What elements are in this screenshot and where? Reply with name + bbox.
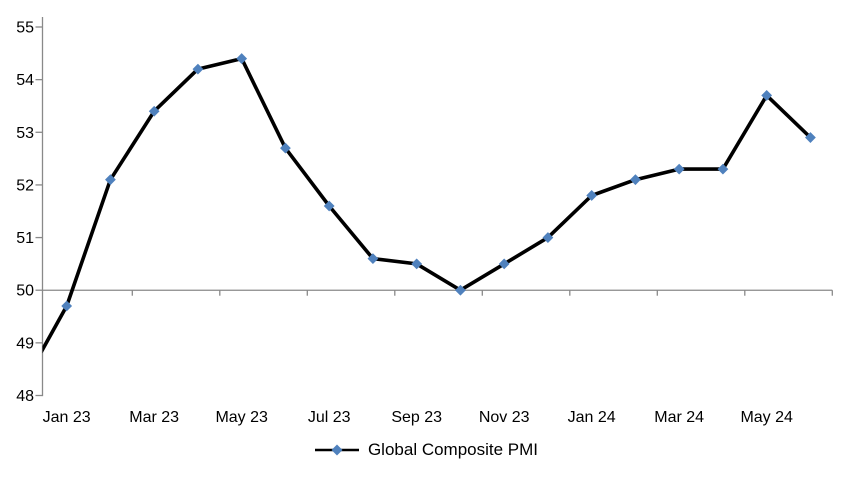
x-axis-tick-label: Nov 23	[479, 409, 530, 426]
pmi-marker	[498, 258, 510, 270]
pmi-marker	[105, 174, 116, 186]
pmi-marker	[411, 258, 423, 270]
pmi-marker	[630, 174, 641, 186]
x-axis-tick-label: Jan 24	[568, 409, 616, 426]
x-axis-tick-label: May 24	[740, 409, 793, 426]
x-axis-tick-label: May 23	[215, 409, 268, 426]
y-axis-tick-label: 49	[16, 335, 34, 352]
pmi-marker	[61, 300, 73, 312]
pmi-marker	[542, 232, 554, 243]
pmi-marker	[148, 105, 160, 117]
legend-marker-icon	[314, 444, 359, 456]
pmi-marker	[192, 63, 204, 75]
y-axis-tick-label: 53	[16, 125, 34, 142]
series-group	[42, 53, 816, 354]
pmi-marker	[586, 190, 598, 201]
pmi-marker	[323, 200, 335, 212]
pmi-series-line	[42, 56, 813, 354]
x-axis-tick-label: Sep 23	[391, 409, 442, 426]
x-axis-tick-label: Jan 23	[43, 409, 91, 426]
pmi-marker	[455, 284, 466, 296]
pmi-marker	[805, 132, 816, 143]
x-axis-tick-label: Jul 23	[308, 409, 351, 426]
pmi-marker	[761, 90, 773, 101]
x-axis-tick-label: Mar 24	[654, 409, 704, 426]
pmi-marker	[280, 142, 291, 154]
y-axis-tick-label: 54	[16, 72, 34, 89]
y-axis-tick-label: 51	[16, 230, 34, 247]
pmi-marker	[717, 163, 729, 175]
pmi-marker	[673, 163, 685, 175]
y-axis-tick-label: 52	[16, 177, 34, 194]
legend: Global Composite PMI	[0, 440, 852, 460]
pmi-marker	[236, 53, 248, 64]
y-axis-tick-label: 48	[16, 388, 34, 405]
x-axis-tick-label: Mar 23	[129, 409, 179, 426]
legend-label: Global Composite PMI	[367, 440, 539, 459]
y-axis-tick-label: 50	[16, 283, 34, 300]
y-axis-tick-label: 55	[16, 19, 34, 36]
pmi-marker	[367, 253, 379, 265]
